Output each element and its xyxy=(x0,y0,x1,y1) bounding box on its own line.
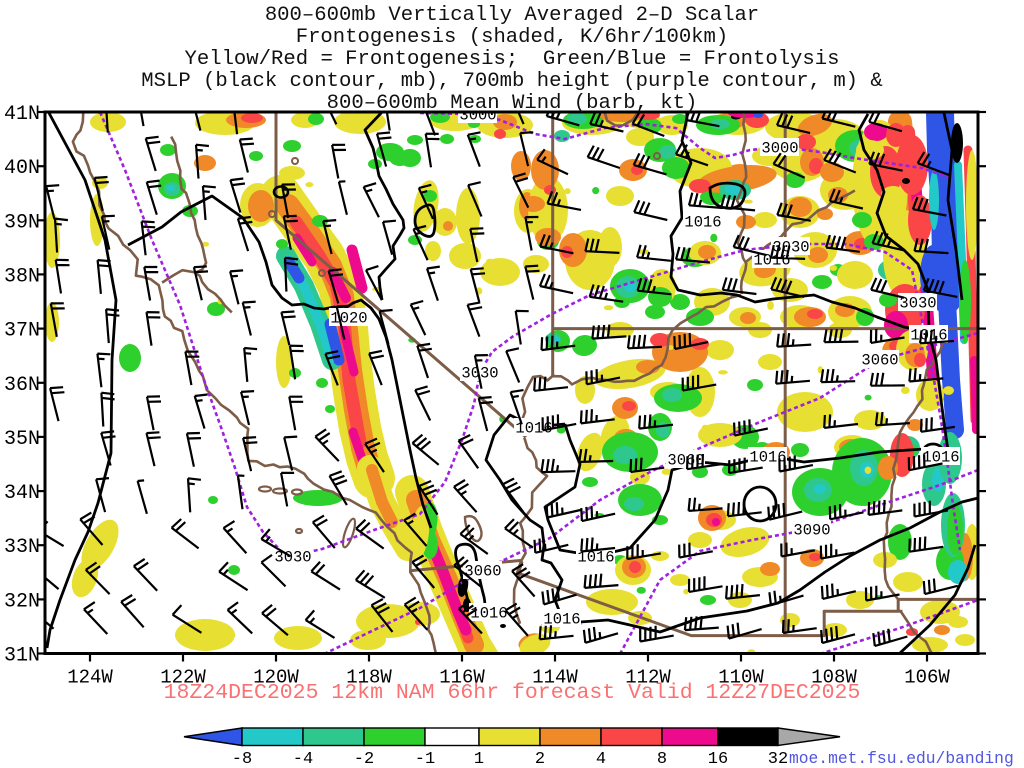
svg-text:MSLP (black contour, mb), 700m: MSLP (black contour, mb), 700mb height (… xyxy=(141,70,883,93)
svg-text:800–600mb Vertically Averaged: 800–600mb Vertically Averaged 2–D Scalar xyxy=(265,4,759,27)
svg-text:3000: 3000 xyxy=(761,140,798,158)
svg-text:1016: 1016 xyxy=(749,449,786,467)
svg-text:800–600mb Mean Wind (barb, kt): 800–600mb Mean Wind (barb, kt) xyxy=(327,92,698,115)
svg-text:114W: 114W xyxy=(532,667,578,689)
svg-text:124W: 124W xyxy=(67,667,113,689)
svg-text:108W: 108W xyxy=(811,667,857,689)
svg-text:Yellow/Red = Frontogenesis; G: Yellow/Red = Frontogenesis; Green/Blue =… xyxy=(185,48,840,71)
svg-text:3030: 3030 xyxy=(461,365,498,383)
svg-text:32N: 32N xyxy=(4,590,40,613)
svg-text:Frontogenesis (shaded, K/6hr/1: Frontogenesis (shaded, K/6hr/100km) xyxy=(296,26,729,49)
svg-text:40N: 40N xyxy=(4,157,40,180)
svg-text:16: 16 xyxy=(708,750,728,768)
svg-text:1016: 1016 xyxy=(684,214,721,232)
svg-text:1: 1 xyxy=(474,750,484,768)
svg-text:35N: 35N xyxy=(4,428,40,451)
svg-text:112W: 112W xyxy=(625,667,671,689)
svg-text:1016: 1016 xyxy=(922,449,959,467)
svg-text:1016: 1016 xyxy=(470,605,507,623)
svg-text:120W: 120W xyxy=(253,667,299,689)
svg-text:106W: 106W xyxy=(904,667,950,689)
svg-text:18Z24DEC2025 12km NAM 66hr for: 18Z24DEC2025 12km NAM 66hr forecast Vali… xyxy=(164,681,861,705)
svg-text:36N: 36N xyxy=(4,374,40,397)
svg-text:3060: 3060 xyxy=(464,563,501,581)
svg-text:38N: 38N xyxy=(4,265,40,288)
svg-text:118W: 118W xyxy=(346,667,392,689)
svg-text:8: 8 xyxy=(657,750,667,768)
svg-text:3060: 3060 xyxy=(861,352,898,370)
svg-text:3030: 3030 xyxy=(899,295,936,313)
svg-text:39N: 39N xyxy=(4,211,40,234)
svg-text:34N: 34N xyxy=(4,482,40,505)
svg-text:31N: 31N xyxy=(4,645,40,668)
svg-text:1016: 1016 xyxy=(543,611,580,629)
svg-text:110W: 110W xyxy=(718,667,764,689)
svg-text:-2: -2 xyxy=(354,750,374,768)
svg-text:1020: 1020 xyxy=(330,310,367,328)
svg-text:-8: -8 xyxy=(232,750,252,768)
svg-text:116W: 116W xyxy=(439,667,485,689)
svg-text:32: 32 xyxy=(768,750,788,768)
svg-text:-4: -4 xyxy=(293,750,313,768)
svg-text:122W: 122W xyxy=(160,667,206,689)
svg-text:2: 2 xyxy=(535,750,545,768)
svg-text:41N: 41N xyxy=(4,103,40,126)
svg-text:3060: 3060 xyxy=(667,452,704,470)
svg-text:4: 4 xyxy=(596,750,606,768)
svg-text:3000: 3000 xyxy=(459,107,496,125)
svg-text:1016: 1016 xyxy=(577,549,614,567)
svg-text:-1: -1 xyxy=(415,750,435,768)
svg-text:33N: 33N xyxy=(4,536,40,559)
svg-text:37N: 37N xyxy=(4,320,40,343)
svg-text:moe.met.fsu.edu/banding: moe.met.fsu.edu/banding xyxy=(789,749,1014,768)
svg-text:3090: 3090 xyxy=(793,522,830,540)
